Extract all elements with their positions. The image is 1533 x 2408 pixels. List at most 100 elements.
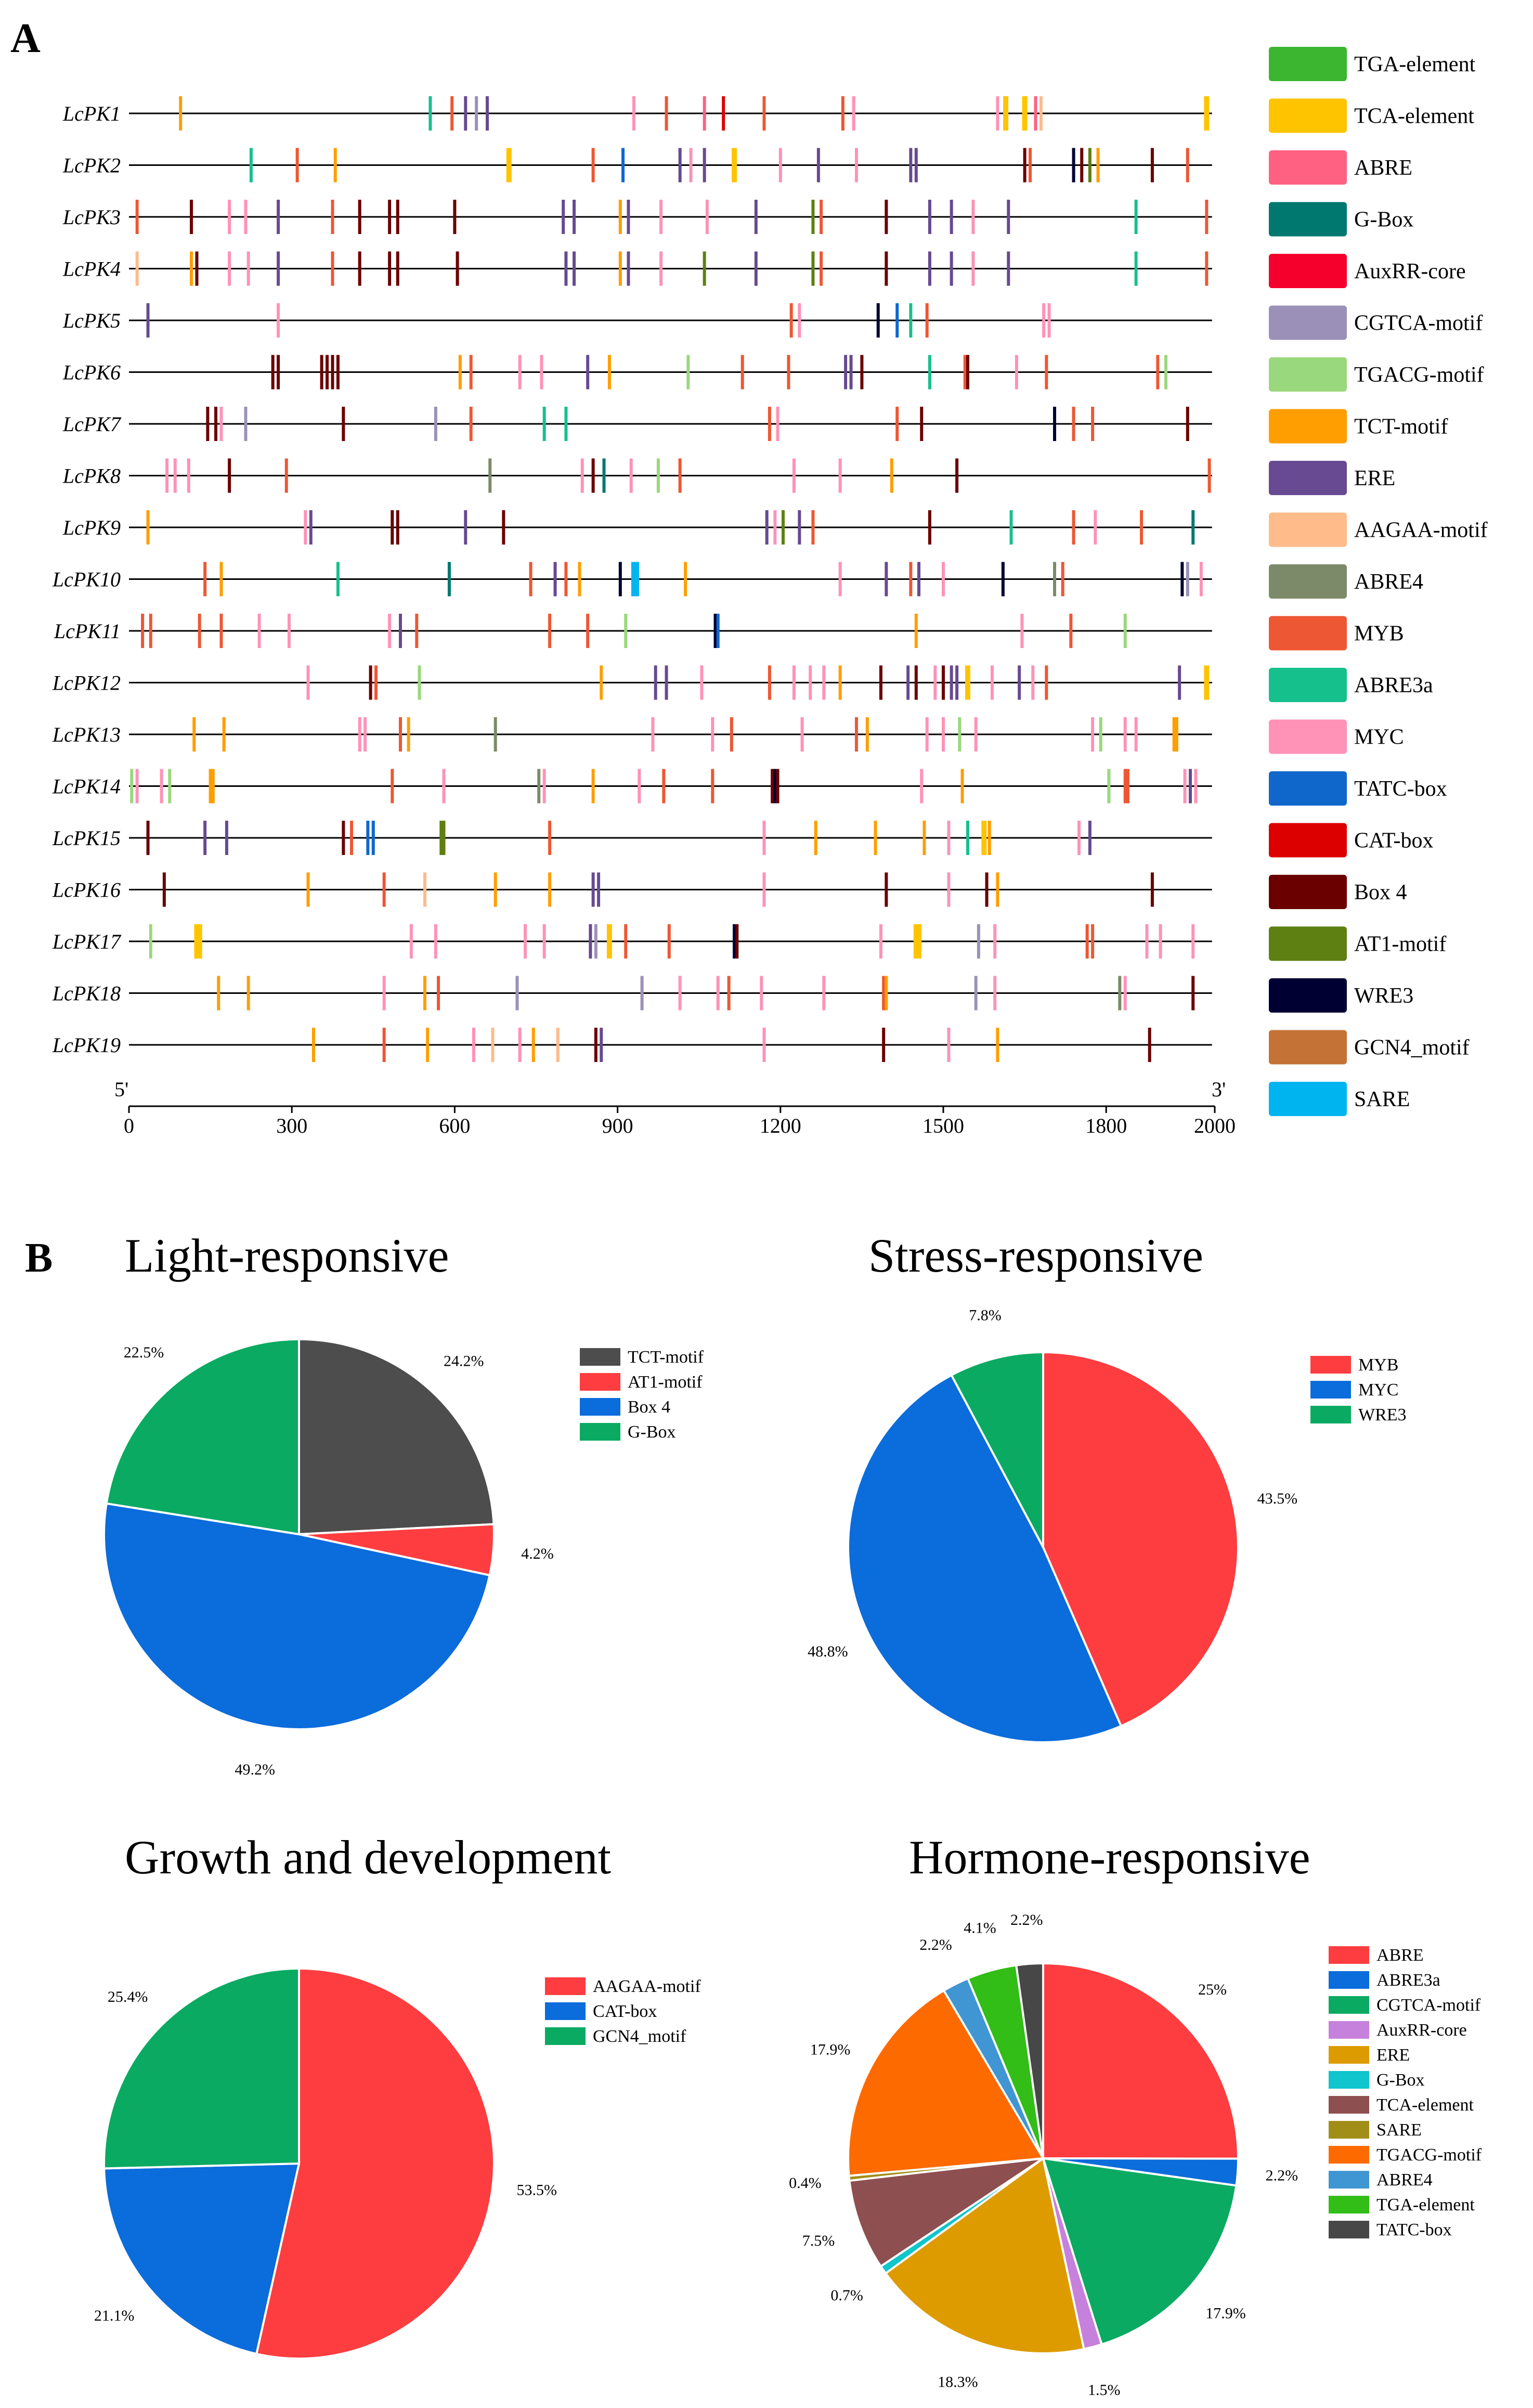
gene-label: LcPK19	[52, 1033, 121, 1057]
pie-legend-item-tga-element: TGA-element	[1329, 2195, 1475, 2215]
site-ere	[573, 251, 576, 286]
site-abre3a	[336, 562, 340, 597]
site-myc	[1191, 924, 1195, 959]
site-myc	[651, 717, 655, 752]
site-myc	[306, 665, 310, 700]
site-box-4	[331, 355, 334, 390]
legend-label: G-Box	[1354, 208, 1413, 232]
legend-swatch	[1269, 875, 1347, 909]
site-tct-motif	[591, 769, 595, 804]
panel-a-letter: A	[10, 16, 41, 61]
pie-legend-item-tca-element: TCA-element	[1329, 2095, 1474, 2115]
site-myc	[659, 200, 663, 234]
site-ere	[600, 1028, 603, 1062]
site-box-4	[771, 769, 774, 804]
site-myc	[287, 614, 291, 648]
site-tca-element	[1204, 665, 1210, 700]
site-tct-motif	[190, 251, 193, 286]
legend-swatch	[1269, 771, 1347, 806]
gene-label: LcPK17	[52, 930, 122, 953]
pie-legend-label: GCN4_motif	[593, 2027, 686, 2046]
gene-label: LcPK2	[62, 154, 121, 177]
site-myb	[591, 148, 595, 183]
pie-legend-label: ABRE4	[1376, 2170, 1433, 2190]
gene-label: LcPK14	[52, 775, 121, 798]
gene-label: LcPK10	[52, 568, 121, 591]
site-ere	[627, 200, 630, 234]
gene-track-lcpk1: LcPK1	[62, 96, 1212, 131]
site-tgacg-motif	[656, 458, 660, 493]
site-ere	[573, 200, 576, 234]
site-box-4	[214, 407, 218, 441]
legend-item-tgacg-motif: TGACG-motif	[1269, 357, 1484, 392]
pie-legend-item-tatc-box: TATC-box	[1329, 2220, 1452, 2239]
site-myc	[1031, 665, 1035, 700]
site-box-4	[860, 355, 864, 390]
site-myc	[1091, 717, 1095, 752]
site-myc	[659, 251, 663, 286]
site-myc	[1015, 355, 1018, 390]
site-myc	[920, 769, 924, 804]
site-myb	[1061, 562, 1064, 597]
site-myb	[787, 355, 790, 390]
site-cgtca-motif	[1186, 562, 1189, 597]
site-myc	[187, 458, 190, 493]
site-ere	[586, 355, 590, 390]
gene-tracks: LcPK1 LcPK2 LcPK3 LcPK4 LcPK5 LcPK6 LcPK7 LcPK8…	[52, 96, 1212, 1062]
site-myb	[768, 407, 771, 441]
site-box-4	[396, 251, 399, 286]
axis-tick-label: 1500	[923, 1114, 964, 1137]
pie-legend-label: AAGAA-motif	[593, 1977, 701, 1996]
site-tgacg-motif	[1107, 769, 1111, 804]
site-myc	[160, 769, 163, 804]
pie-legend-swatch	[1329, 1946, 1369, 1964]
legend-label: AT1-motif	[1354, 933, 1446, 956]
pie-legend-swatch	[580, 1398, 620, 1416]
pie-pct-label: 25%	[1198, 1981, 1227, 1998]
pie-legend-label: TGACG-motif	[1376, 2145, 1482, 2165]
pie-legend-item-wre3: WRE3	[1310, 1405, 1407, 1425]
site-tct-motif	[333, 148, 337, 183]
site-myb	[284, 458, 288, 493]
site-myb	[882, 976, 886, 1011]
pie-legend-label: TATC-box	[1376, 2220, 1452, 2239]
gene-track-lcpk4: LcPK4	[62, 251, 1212, 286]
pie-legend-swatch	[1329, 2146, 1369, 2164]
site-at1-motif	[811, 251, 815, 286]
site-myb	[1207, 458, 1211, 493]
site-myc	[678, 976, 682, 1011]
site-myb	[1091, 924, 1095, 959]
site-myc	[990, 665, 994, 700]
site-myb	[331, 200, 334, 234]
site-tca-element	[606, 924, 612, 959]
site-tct-motif	[890, 458, 893, 493]
legend-swatch	[1269, 926, 1347, 961]
site-ere	[464, 96, 467, 131]
site-tct-motif	[865, 717, 869, 752]
site-myc	[363, 717, 367, 752]
site-box-4	[271, 355, 275, 390]
site-wre3	[1180, 562, 1184, 597]
site-wre3	[1001, 562, 1005, 597]
pie-pct-label: 21.1%	[94, 2307, 135, 2324]
site-ere	[844, 355, 848, 390]
site-tgacg-motif	[624, 614, 628, 648]
pie-pct-label: 25.4%	[108, 1988, 148, 2005]
pie-light-responsive: Light-responsive 24.2% 4.2% 49.2% 22.5% TCT-…	[103, 1229, 704, 1778]
site-box-4	[955, 458, 959, 493]
position-axis: 5' 3' 0 300 600 900 1200 1500 1800 2000	[114, 1078, 1236, 1137]
site-aagaa-motif	[556, 1028, 560, 1062]
pie-legend-swatch	[1310, 1356, 1351, 1374]
legend-label: ABRE3a	[1354, 674, 1433, 697]
site-tct-motif	[246, 976, 250, 1011]
site-myc	[542, 769, 546, 804]
gene-track-lcpk12: LcPK12	[52, 665, 1212, 700]
site-abre	[1034, 96, 1037, 131]
site-myb	[820, 251, 823, 286]
site-box-4	[885, 872, 888, 907]
site-abre3a	[1134, 251, 1138, 286]
pie-pct-label: 1.5%	[1088, 2381, 1121, 2399]
site-box-4	[879, 665, 882, 700]
site-myc	[1020, 614, 1024, 648]
